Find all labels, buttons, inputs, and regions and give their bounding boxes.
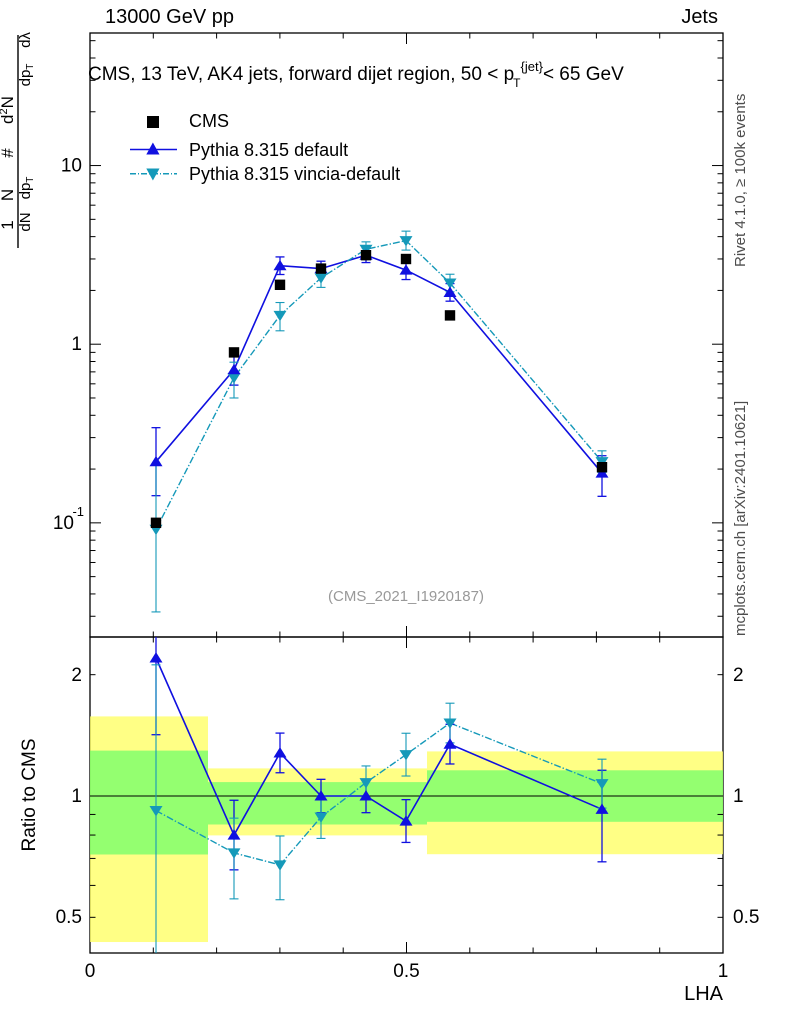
svg-text:2: 2	[733, 665, 744, 686]
svg-text:LHA: LHA	[684, 983, 724, 1005]
svg-text:10: 10	[53, 513, 74, 534]
svg-text:dN: dN	[17, 212, 34, 231]
svg-text:mcplots.cern.ch [arXiv:2401.10: mcplots.cern.ch [arXiv:2401.10621]	[732, 401, 749, 636]
svg-text:Pythia 8.315 vincia-default: Pythia 8.315 vincia-default	[189, 164, 400, 184]
svg-text:Jets: Jets	[681, 6, 718, 28]
svg-text:0: 0	[85, 961, 96, 982]
svg-text:1: 1	[718, 961, 729, 982]
svg-text:Ratio to CMS: Ratio to CMS	[19, 739, 40, 852]
svg-text:Pythia 8.315 default: Pythia 8.315 default	[189, 140, 348, 160]
svg-text:0.5: 0.5	[56, 907, 82, 928]
svg-text:CMS: CMS	[189, 111, 229, 131]
svg-text:1: 1	[733, 786, 744, 807]
svg-text:dλ: dλ	[17, 32, 34, 48]
svg-text:(CMS_2021_I1920187): (CMS_2021_I1920187)	[328, 588, 484, 605]
svg-text:13000 GeV pp: 13000 GeV pp	[105, 6, 234, 28]
svg-text:1: 1	[0, 220, 17, 229]
svg-text:0.5: 0.5	[733, 907, 759, 928]
svg-text:-1: -1	[72, 504, 84, 519]
svg-text:Rivet 4.1.0, ≥ 100k events: Rivet 4.1.0, ≥ 100k events	[732, 94, 749, 267]
svg-text:1: 1	[71, 334, 82, 355]
svg-text:#: #	[0, 148, 17, 158]
svg-text:0.5: 0.5	[393, 961, 419, 982]
svg-text:N: N	[0, 189, 17, 201]
svg-text:1: 1	[71, 786, 82, 807]
svg-text:10: 10	[61, 156, 82, 177]
svg-text:2: 2	[71, 665, 82, 686]
